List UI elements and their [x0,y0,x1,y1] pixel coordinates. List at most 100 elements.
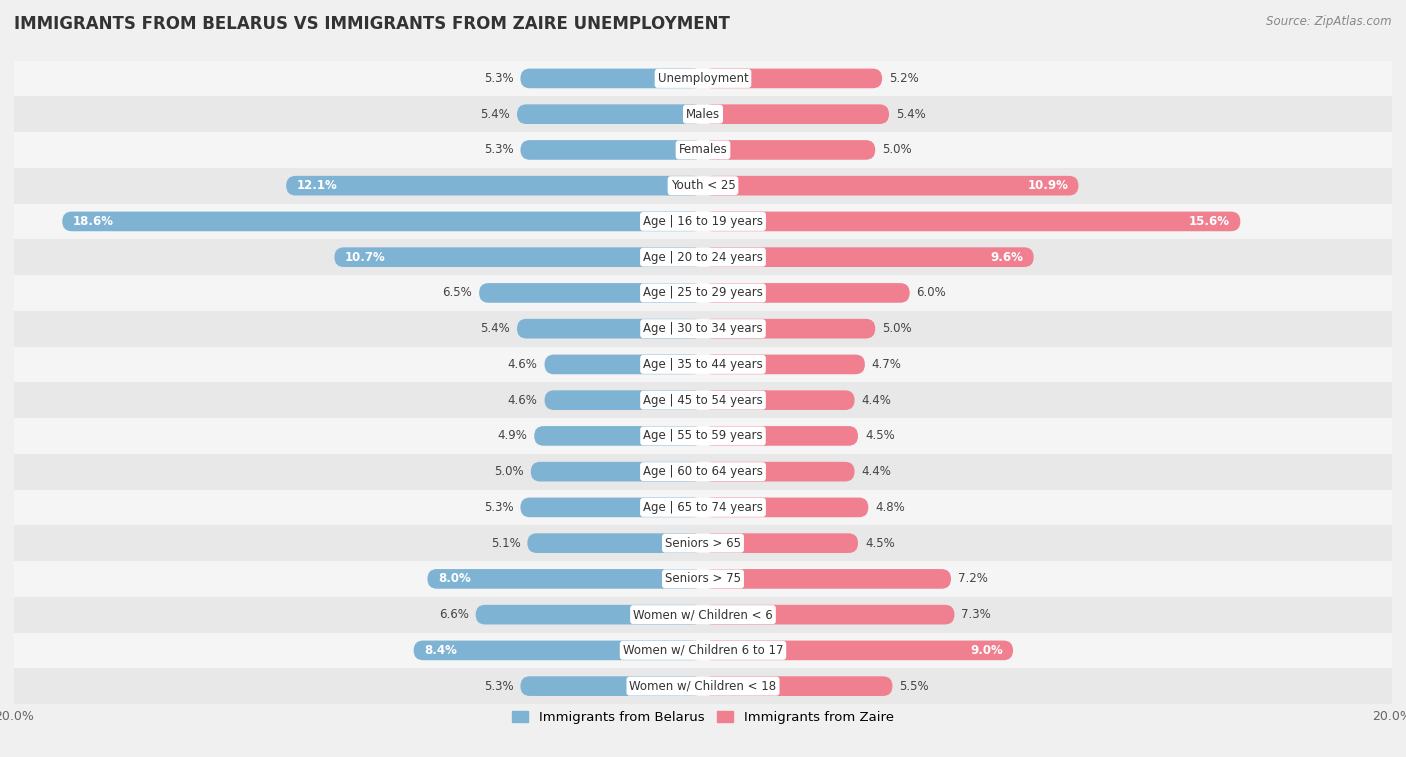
Text: 4.5%: 4.5% [865,537,894,550]
Text: 12.1%: 12.1% [297,179,337,192]
FancyBboxPatch shape [62,212,703,231]
FancyBboxPatch shape [517,319,703,338]
Text: IMMIGRANTS FROM BELARUS VS IMMIGRANTS FROM ZAIRE UNEMPLOYMENT: IMMIGRANTS FROM BELARUS VS IMMIGRANTS FR… [14,15,730,33]
FancyBboxPatch shape [703,391,855,410]
Bar [14,96,1392,132]
Text: 6.0%: 6.0% [917,286,946,300]
Text: 7.3%: 7.3% [962,608,991,621]
FancyBboxPatch shape [544,391,703,410]
Text: 4.9%: 4.9% [498,429,527,442]
Bar [14,311,1392,347]
Text: 6.5%: 6.5% [443,286,472,300]
FancyBboxPatch shape [413,640,703,660]
FancyBboxPatch shape [703,69,882,89]
Text: 5.4%: 5.4% [481,322,510,335]
FancyBboxPatch shape [703,212,1240,231]
Text: Females: Females [679,143,727,157]
Bar [14,275,1392,311]
FancyBboxPatch shape [520,140,703,160]
Text: 8.0%: 8.0% [437,572,471,585]
FancyBboxPatch shape [427,569,703,589]
Text: Age | 35 to 44 years: Age | 35 to 44 years [643,358,763,371]
FancyBboxPatch shape [534,426,703,446]
Bar [14,597,1392,633]
FancyBboxPatch shape [287,176,703,195]
Text: Age | 20 to 24 years: Age | 20 to 24 years [643,251,763,263]
FancyBboxPatch shape [520,497,703,517]
Bar [14,382,1392,418]
FancyBboxPatch shape [703,497,869,517]
Bar [14,561,1392,597]
Text: Age | 60 to 64 years: Age | 60 to 64 years [643,465,763,478]
Text: Source: ZipAtlas.com: Source: ZipAtlas.com [1267,15,1392,28]
Text: 5.4%: 5.4% [481,107,510,120]
Text: 4.6%: 4.6% [508,394,537,407]
Text: 5.0%: 5.0% [882,143,911,157]
Text: Women w/ Children 6 to 17: Women w/ Children 6 to 17 [623,644,783,657]
FancyBboxPatch shape [703,319,875,338]
Bar [14,347,1392,382]
Text: 4.8%: 4.8% [875,501,905,514]
Bar [14,204,1392,239]
Bar [14,61,1392,96]
Text: 7.2%: 7.2% [957,572,988,585]
FancyBboxPatch shape [703,640,1012,660]
FancyBboxPatch shape [703,176,1078,195]
FancyBboxPatch shape [475,605,703,625]
FancyBboxPatch shape [703,569,950,589]
FancyBboxPatch shape [703,462,855,481]
Text: 8.4%: 8.4% [425,644,457,657]
Text: Unemployment: Unemployment [658,72,748,85]
FancyBboxPatch shape [544,354,703,374]
Bar [14,132,1392,168]
Bar [14,239,1392,275]
FancyBboxPatch shape [479,283,703,303]
Legend: Immigrants from Belarus, Immigrants from Zaire: Immigrants from Belarus, Immigrants from… [508,706,898,730]
Bar [14,168,1392,204]
Text: 5.4%: 5.4% [896,107,925,120]
Text: 10.9%: 10.9% [1028,179,1069,192]
Text: 15.6%: 15.6% [1189,215,1230,228]
Text: Age | 16 to 19 years: Age | 16 to 19 years [643,215,763,228]
Text: 6.6%: 6.6% [439,608,468,621]
Text: 5.0%: 5.0% [882,322,911,335]
FancyBboxPatch shape [703,140,875,160]
Text: 5.3%: 5.3% [484,72,513,85]
Text: 18.6%: 18.6% [73,215,114,228]
Text: 5.3%: 5.3% [484,680,513,693]
Text: 4.5%: 4.5% [865,429,894,442]
Text: Age | 25 to 29 years: Age | 25 to 29 years [643,286,763,300]
FancyBboxPatch shape [703,426,858,446]
FancyBboxPatch shape [703,354,865,374]
Text: Age | 65 to 74 years: Age | 65 to 74 years [643,501,763,514]
Text: 4.7%: 4.7% [872,358,901,371]
Text: Women w/ Children < 6: Women w/ Children < 6 [633,608,773,621]
FancyBboxPatch shape [527,534,703,553]
Text: 4.4%: 4.4% [862,394,891,407]
FancyBboxPatch shape [703,676,893,696]
Bar [14,418,1392,453]
Text: 5.1%: 5.1% [491,537,520,550]
Text: Age | 45 to 54 years: Age | 45 to 54 years [643,394,763,407]
Text: Age | 55 to 59 years: Age | 55 to 59 years [643,429,763,442]
Text: 9.6%: 9.6% [990,251,1024,263]
Text: Seniors > 75: Seniors > 75 [665,572,741,585]
FancyBboxPatch shape [703,248,1033,267]
FancyBboxPatch shape [531,462,703,481]
Text: Seniors > 65: Seniors > 65 [665,537,741,550]
Text: Women w/ Children < 18: Women w/ Children < 18 [630,680,776,693]
Text: 5.2%: 5.2% [889,72,918,85]
Bar [14,525,1392,561]
Bar [14,453,1392,490]
FancyBboxPatch shape [703,534,858,553]
FancyBboxPatch shape [703,283,910,303]
Bar [14,668,1392,704]
Text: 4.6%: 4.6% [508,358,537,371]
Text: 5.3%: 5.3% [484,501,513,514]
FancyBboxPatch shape [517,104,703,124]
Text: 10.7%: 10.7% [344,251,385,263]
FancyBboxPatch shape [520,69,703,89]
Text: Youth < 25: Youth < 25 [671,179,735,192]
Text: 5.5%: 5.5% [900,680,929,693]
Text: Age | 30 to 34 years: Age | 30 to 34 years [643,322,763,335]
